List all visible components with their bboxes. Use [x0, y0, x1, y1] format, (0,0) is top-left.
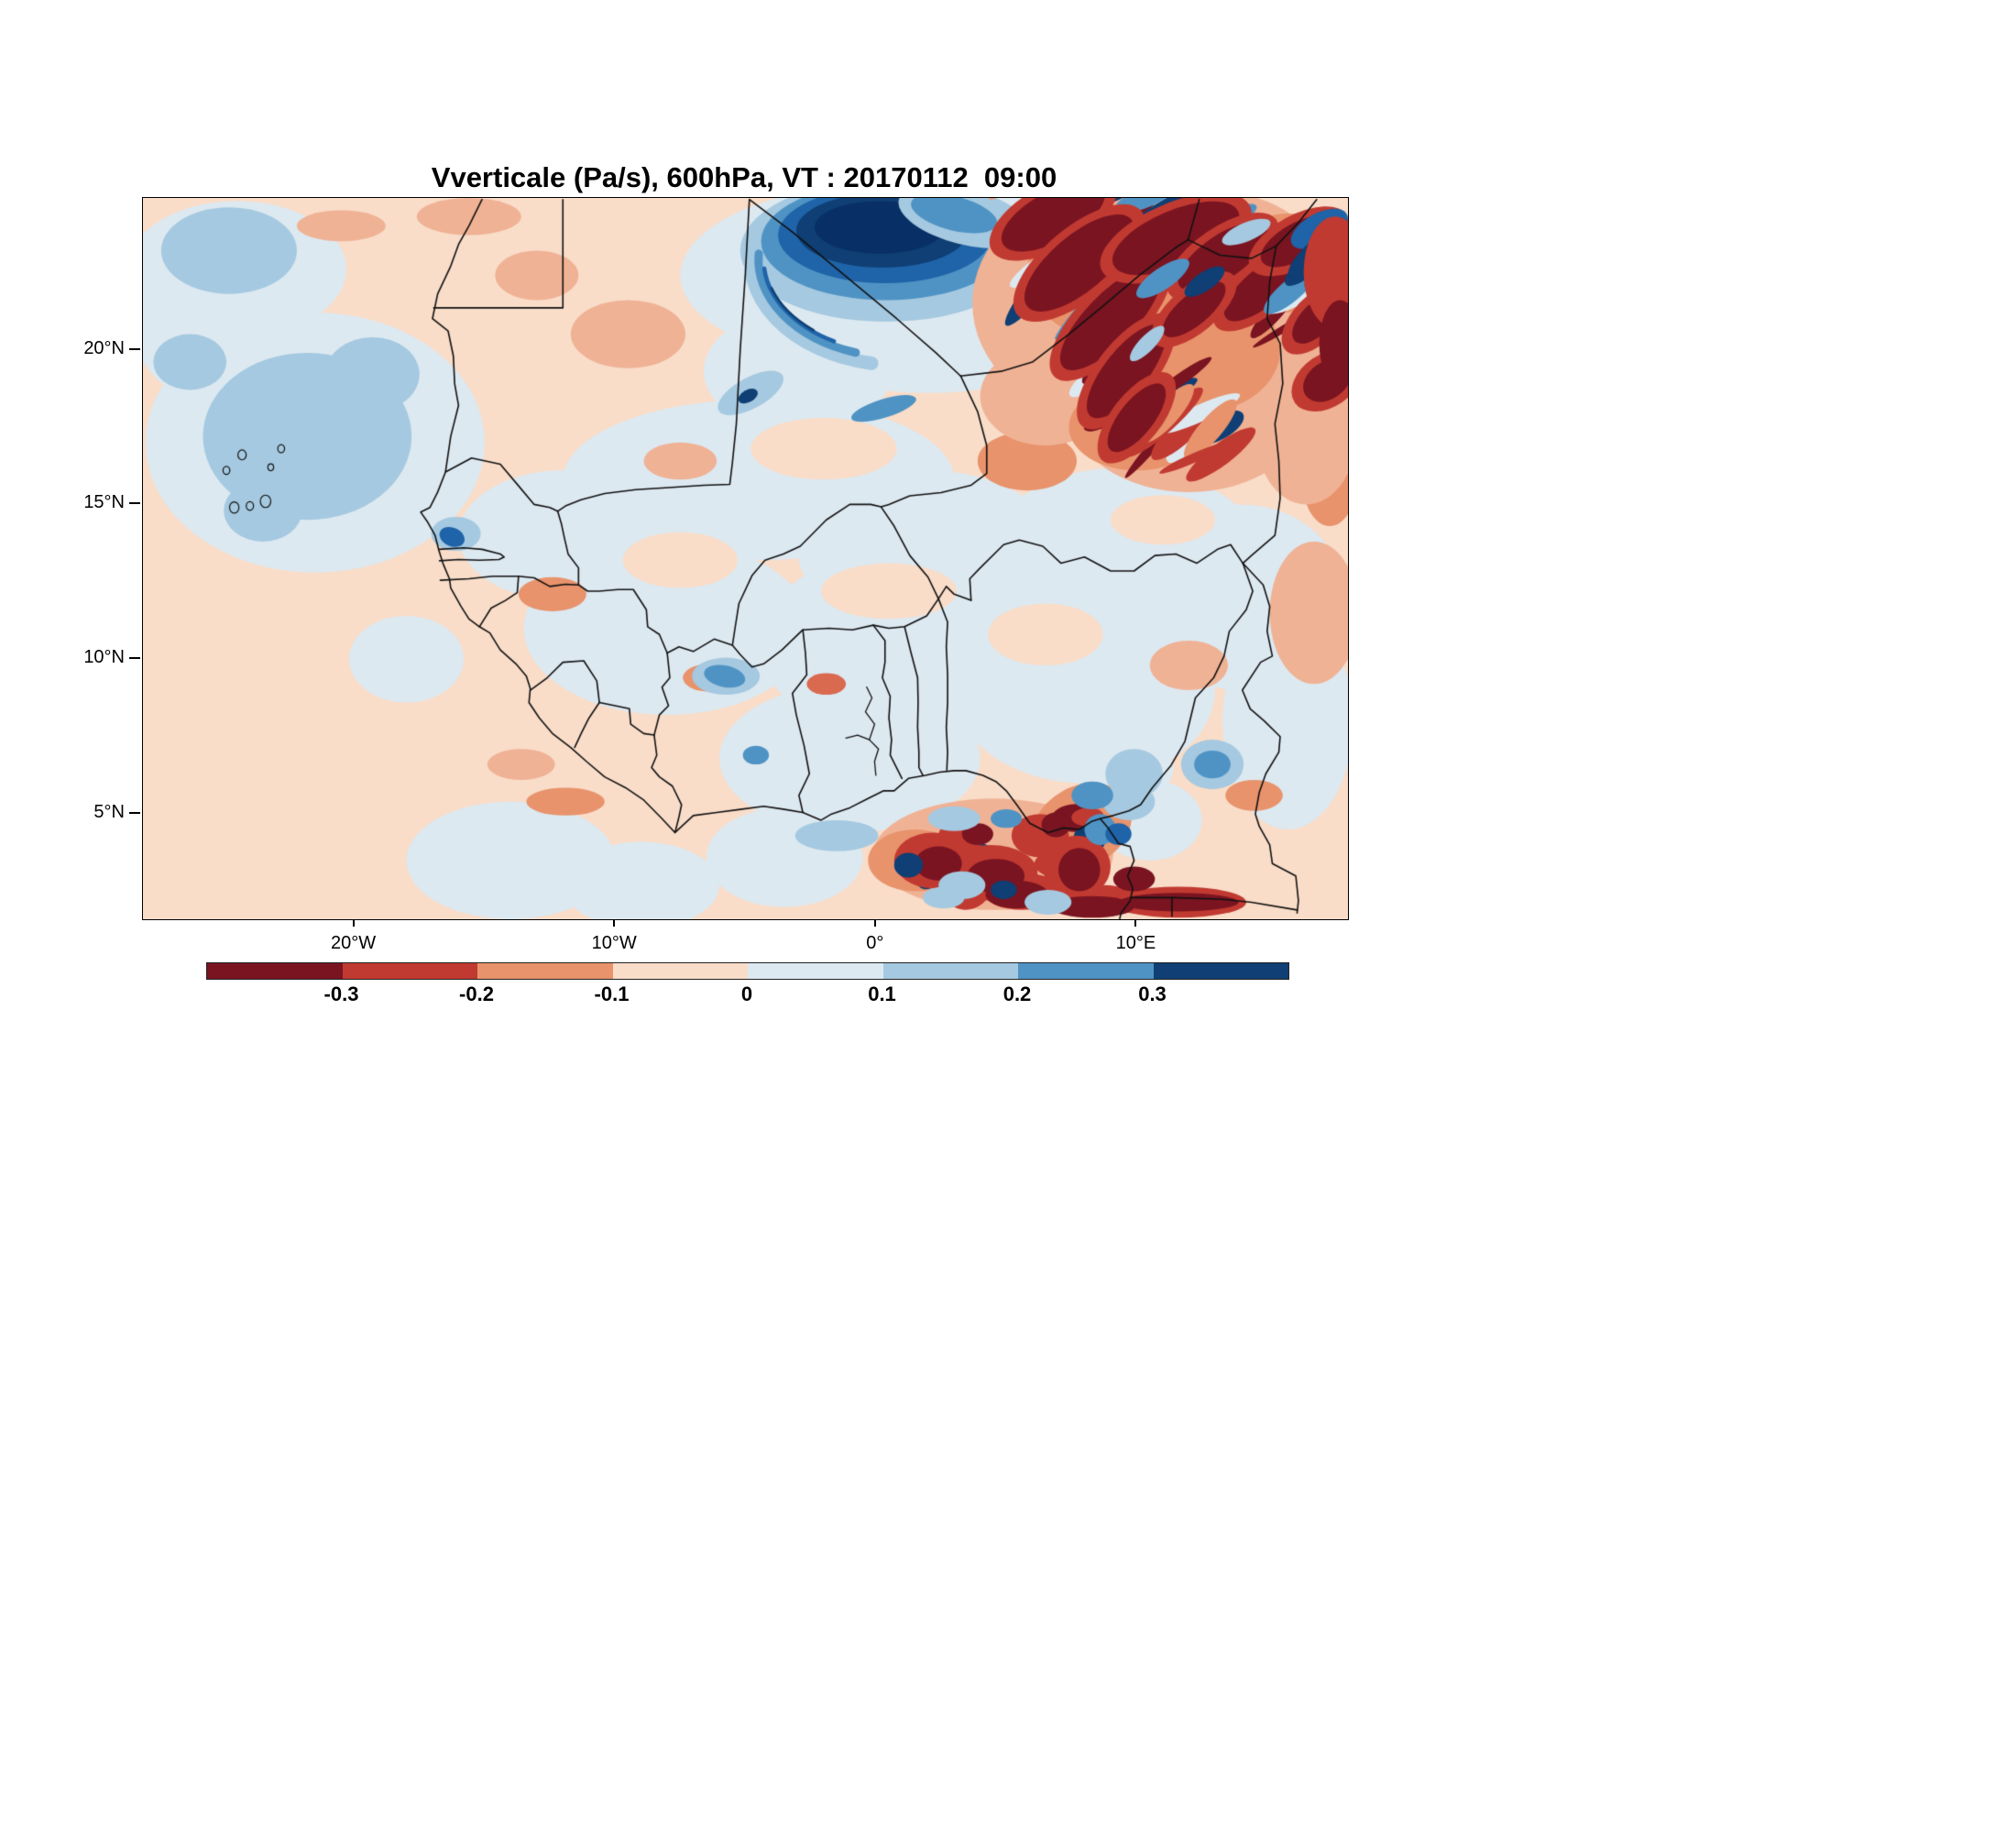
- colorbar-segment: [342, 963, 477, 979]
- lon-tick-label: 0°: [866, 933, 884, 953]
- colorbar-tick-label: 0.1: [868, 982, 896, 1005]
- colorbar-segment: [612, 963, 748, 979]
- lat-tick-mark: [129, 347, 140, 350]
- figure-title: Vverticale (Pa/s), 600hPa, VT : 20170112…: [431, 161, 1057, 193]
- lat-tick-label: 20°N: [83, 337, 125, 358]
- lat-tick-label: 10°N: [83, 647, 125, 668]
- colorbar-segment: [207, 963, 343, 979]
- colorbar-tick-label: -0.1: [594, 982, 630, 1005]
- lon-tick-label: 10°E: [1115, 933, 1156, 953]
- colorbar-tick-label: 0.3: [1138, 982, 1167, 1005]
- lat-tick-label: 15°N: [83, 492, 125, 513]
- lon-tick-mark: [1134, 919, 1137, 927]
- lon-tick-label: 10°W: [591, 933, 637, 953]
- lat-tick-mark: [129, 657, 140, 660]
- colorbar-segment: [1018, 963, 1154, 979]
- lat-tick-mark: [129, 502, 140, 505]
- colorbar: [206, 962, 1289, 980]
- lon-tick-label: 20°W: [330, 933, 377, 953]
- lat-tick-mark: [129, 812, 140, 815]
- map-plot-area: [142, 197, 1349, 920]
- colorbar-segment: [1153, 963, 1288, 979]
- colorbar-tick-label: 0.2: [1003, 982, 1032, 1005]
- colorbar-segment: [882, 963, 1018, 979]
- colorbar-segment: [748, 963, 883, 979]
- lon-tick-mark: [873, 919, 876, 927]
- lon-tick-mark: [352, 919, 355, 927]
- colorbar-segment: [477, 963, 613, 979]
- map-canvas: [143, 198, 1348, 919]
- lat-tick-label: 5°N: [93, 802, 125, 823]
- colorbar-tick-label: 0: [740, 982, 753, 1005]
- colorbar-tick-label: -0.3: [323, 982, 359, 1005]
- colorbar-tick-label: -0.2: [459, 982, 494, 1005]
- lon-tick-mark: [613, 919, 616, 927]
